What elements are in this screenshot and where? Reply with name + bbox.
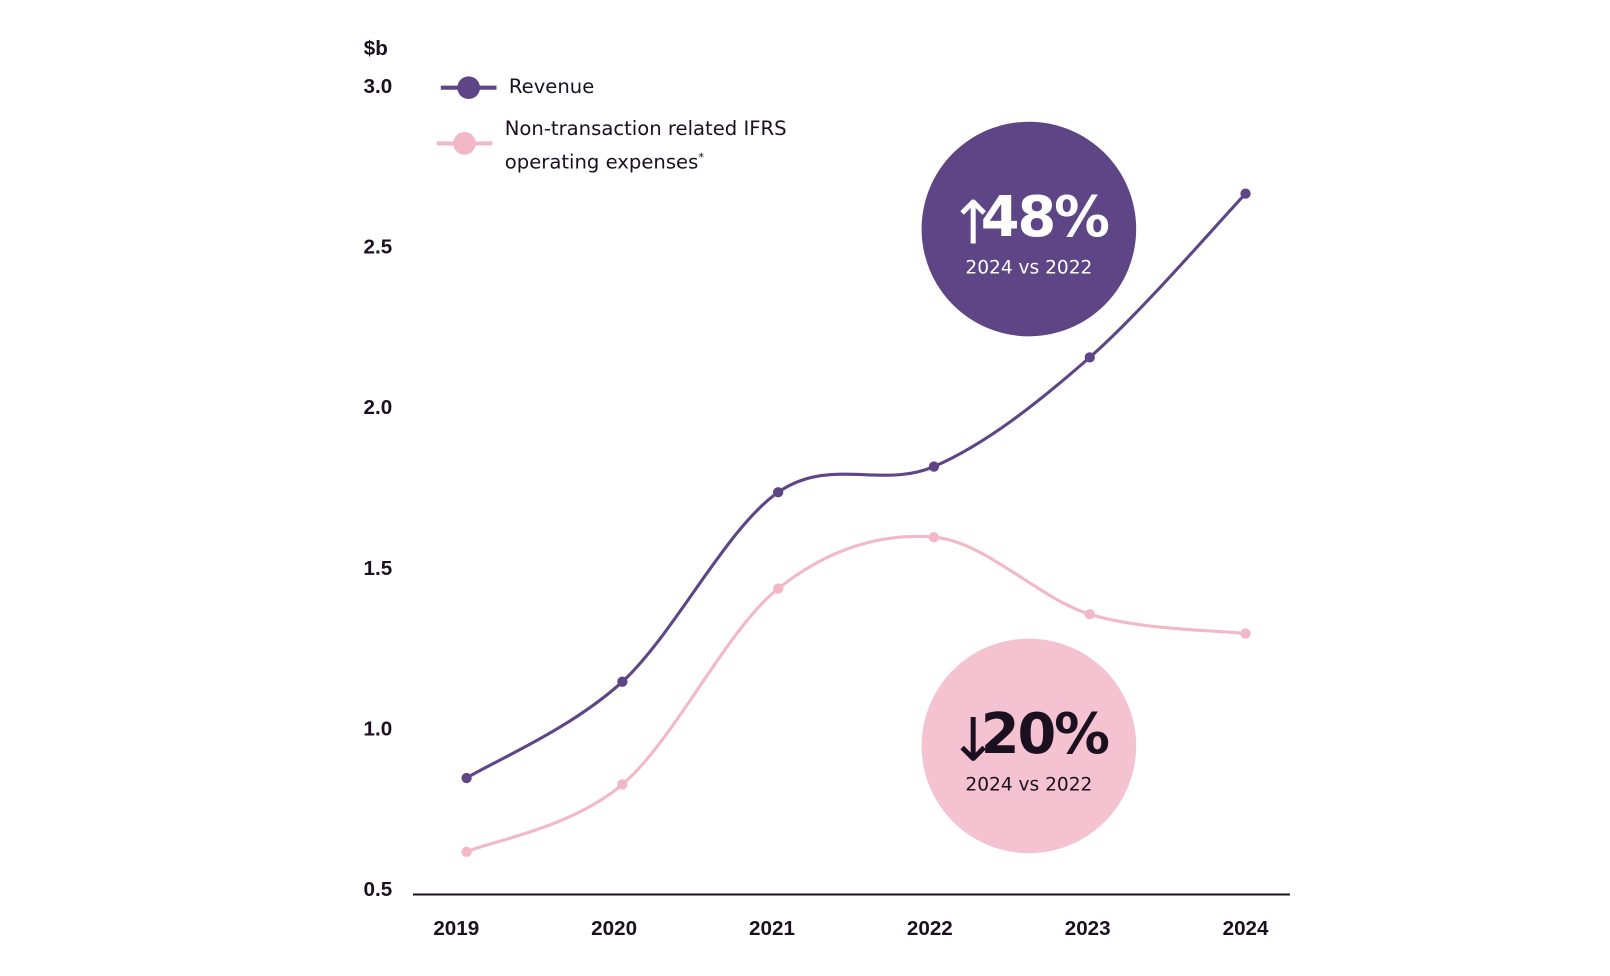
data-point [1240, 628, 1251, 639]
legend-entry: Non-transaction related IFRS operating e… [505, 116, 815, 177]
annotation-value: 20% [981, 702, 1109, 767]
legend-entry: Revenue [509, 73, 849, 101]
legend-marker [457, 76, 481, 100]
annotation-subtitle: 2024 vs 2022 [965, 775, 1092, 796]
y-tick-label: 2.5 [364, 236, 393, 259]
legend-marker [453, 132, 476, 155]
data-point [1240, 188, 1251, 199]
y-tick-label: 1.5 [364, 557, 393, 580]
data-point [617, 779, 628, 790]
annotation-value: 48% [981, 185, 1109, 250]
annotation-arrow: ↑ [948, 189, 998, 259]
y-unit-label: $b [364, 37, 388, 60]
x-tick-label: 2024 [1223, 917, 1269, 940]
legend-text: Revenue [508, 75, 595, 99]
y-tick-label: 0.5 [364, 878, 393, 901]
annotation-circle [921, 638, 1137, 854]
x-tick-label: 2022 [907, 917, 953, 940]
y-tick-label: 1.0 [364, 717, 393, 740]
x-tick-label: 2020 [591, 917, 637, 940]
x-tick-label: 2021 [749, 917, 795, 940]
data-point [1084, 352, 1095, 363]
data-point [773, 487, 784, 498]
data-point [461, 846, 472, 857]
series-line [465, 534, 1246, 854]
data-point [617, 676, 628, 687]
legend-label: Revenue [509, 73, 849, 101]
annotation-subtitle: 2024 vs 2022 [965, 258, 1092, 279]
data-point [773, 583, 784, 594]
data-point [928, 461, 940, 472]
footnote-mark: * [698, 150, 704, 165]
data-point [928, 532, 940, 543]
legend-text: Non-transaction related IFRS operating e… [504, 117, 787, 174]
x-tick-label: 2019 [433, 917, 479, 940]
x-tick-label: 2023 [1065, 917, 1111, 940]
annotation-circle [921, 121, 1137, 337]
data-point [461, 772, 472, 784]
legend-label: Non-transaction related IFRS operating e… [505, 116, 815, 177]
y-tick-label: 3.0 [364, 75, 393, 98]
annotation-arrow: ↓ [948, 705, 998, 775]
data-point [1084, 609, 1095, 620]
series-line [465, 192, 1247, 780]
y-tick-label: 2.0 [364, 396, 393, 419]
